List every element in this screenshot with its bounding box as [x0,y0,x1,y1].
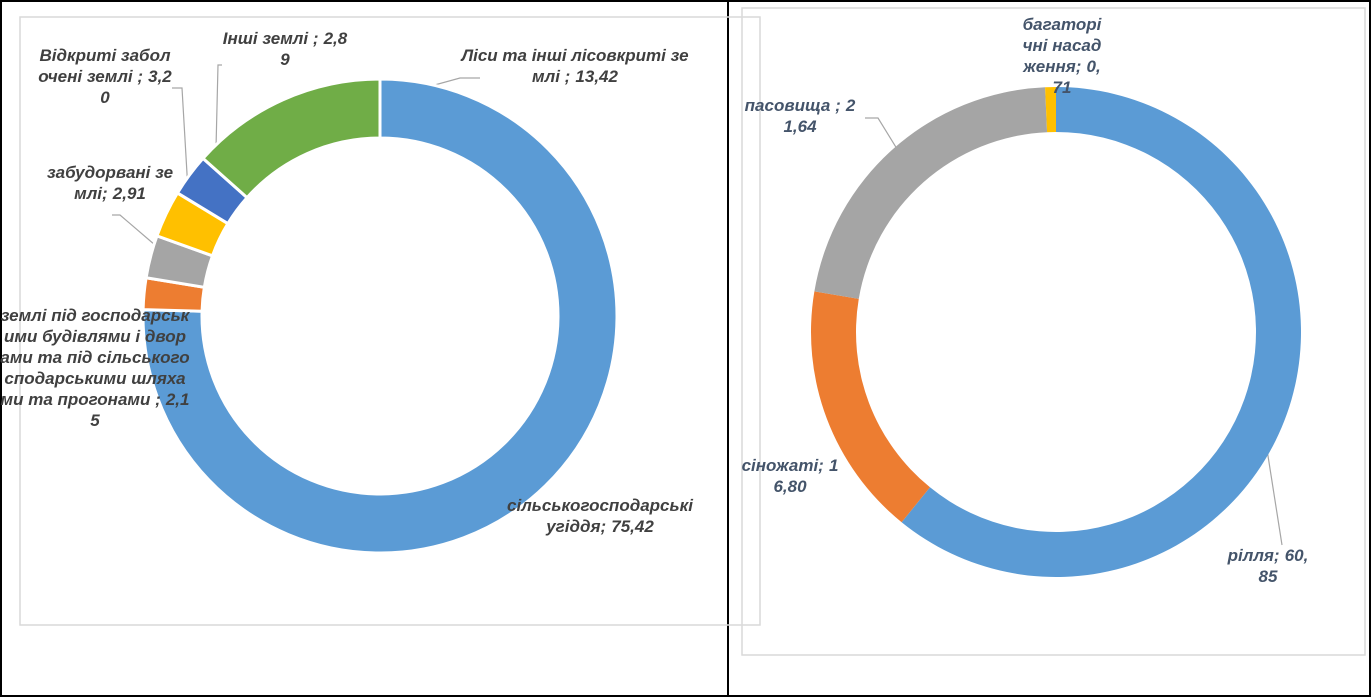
data-label: рілля; 60,85 [1223,545,1313,587]
label-value: 21,64 [783,96,856,136]
label-value: 2,91 [112,184,146,203]
donut-segment [200,77,382,200]
label-value: 75,42 [611,517,654,536]
label-name: сіножаті; [741,456,824,475]
donut-segment [901,87,1301,577]
data-label: сіножаті; 16,80 [735,455,845,497]
chart-frame [19,16,761,626]
label-value: 2,15 [90,390,190,430]
donut-segment [1045,87,1056,133]
donut-segment [814,87,1048,299]
data-label: багаторічні насадження; 0,71 [1021,14,1103,98]
label-value: 13,42 [575,67,618,86]
data-label: Відкриті заболочені землі ; 3,20 [35,45,175,108]
data-label: Ліси та інші лісовкриті землі ; 13,42 [460,45,690,87]
data-label: землі під господарськими будівлями і дво… [0,305,190,431]
label-name: Ліси та інші лісовкриті землі ; [461,46,689,86]
donuts [141,77,1301,577]
label-name: сільськогосподарські угіддя; [507,496,693,536]
data-label: забудорвані землі; 2,91 [45,162,175,204]
label-name: Інші землі ; [222,29,319,48]
data-label: сільськогосподарські угіддя; 75,42 [505,495,695,537]
label-name: багаторічні насадження; [1022,15,1102,76]
label-value: 16,80 [773,456,839,496]
label-name: забудорвані землі; [46,163,174,203]
data-label: Інші землі ; 2,89 [220,28,350,70]
chart-frame [741,7,1366,656]
label-name: Відкриті заболочені землі ; [38,46,171,86]
label-value: 60,85 [1258,546,1309,586]
donut-segment [141,77,619,555]
label-name: рілля; [1227,546,1280,565]
label-value: 3,20 [100,67,172,107]
label-value: 0,71 [1052,57,1101,97]
label-value: 2,89 [280,29,348,69]
data-label: пасовища ; 21,64 [740,95,860,137]
label-name: землі під господарськими будівлями і дво… [0,306,190,409]
label-name: пасовища ; [744,96,841,115]
donut-segment [810,291,930,523]
